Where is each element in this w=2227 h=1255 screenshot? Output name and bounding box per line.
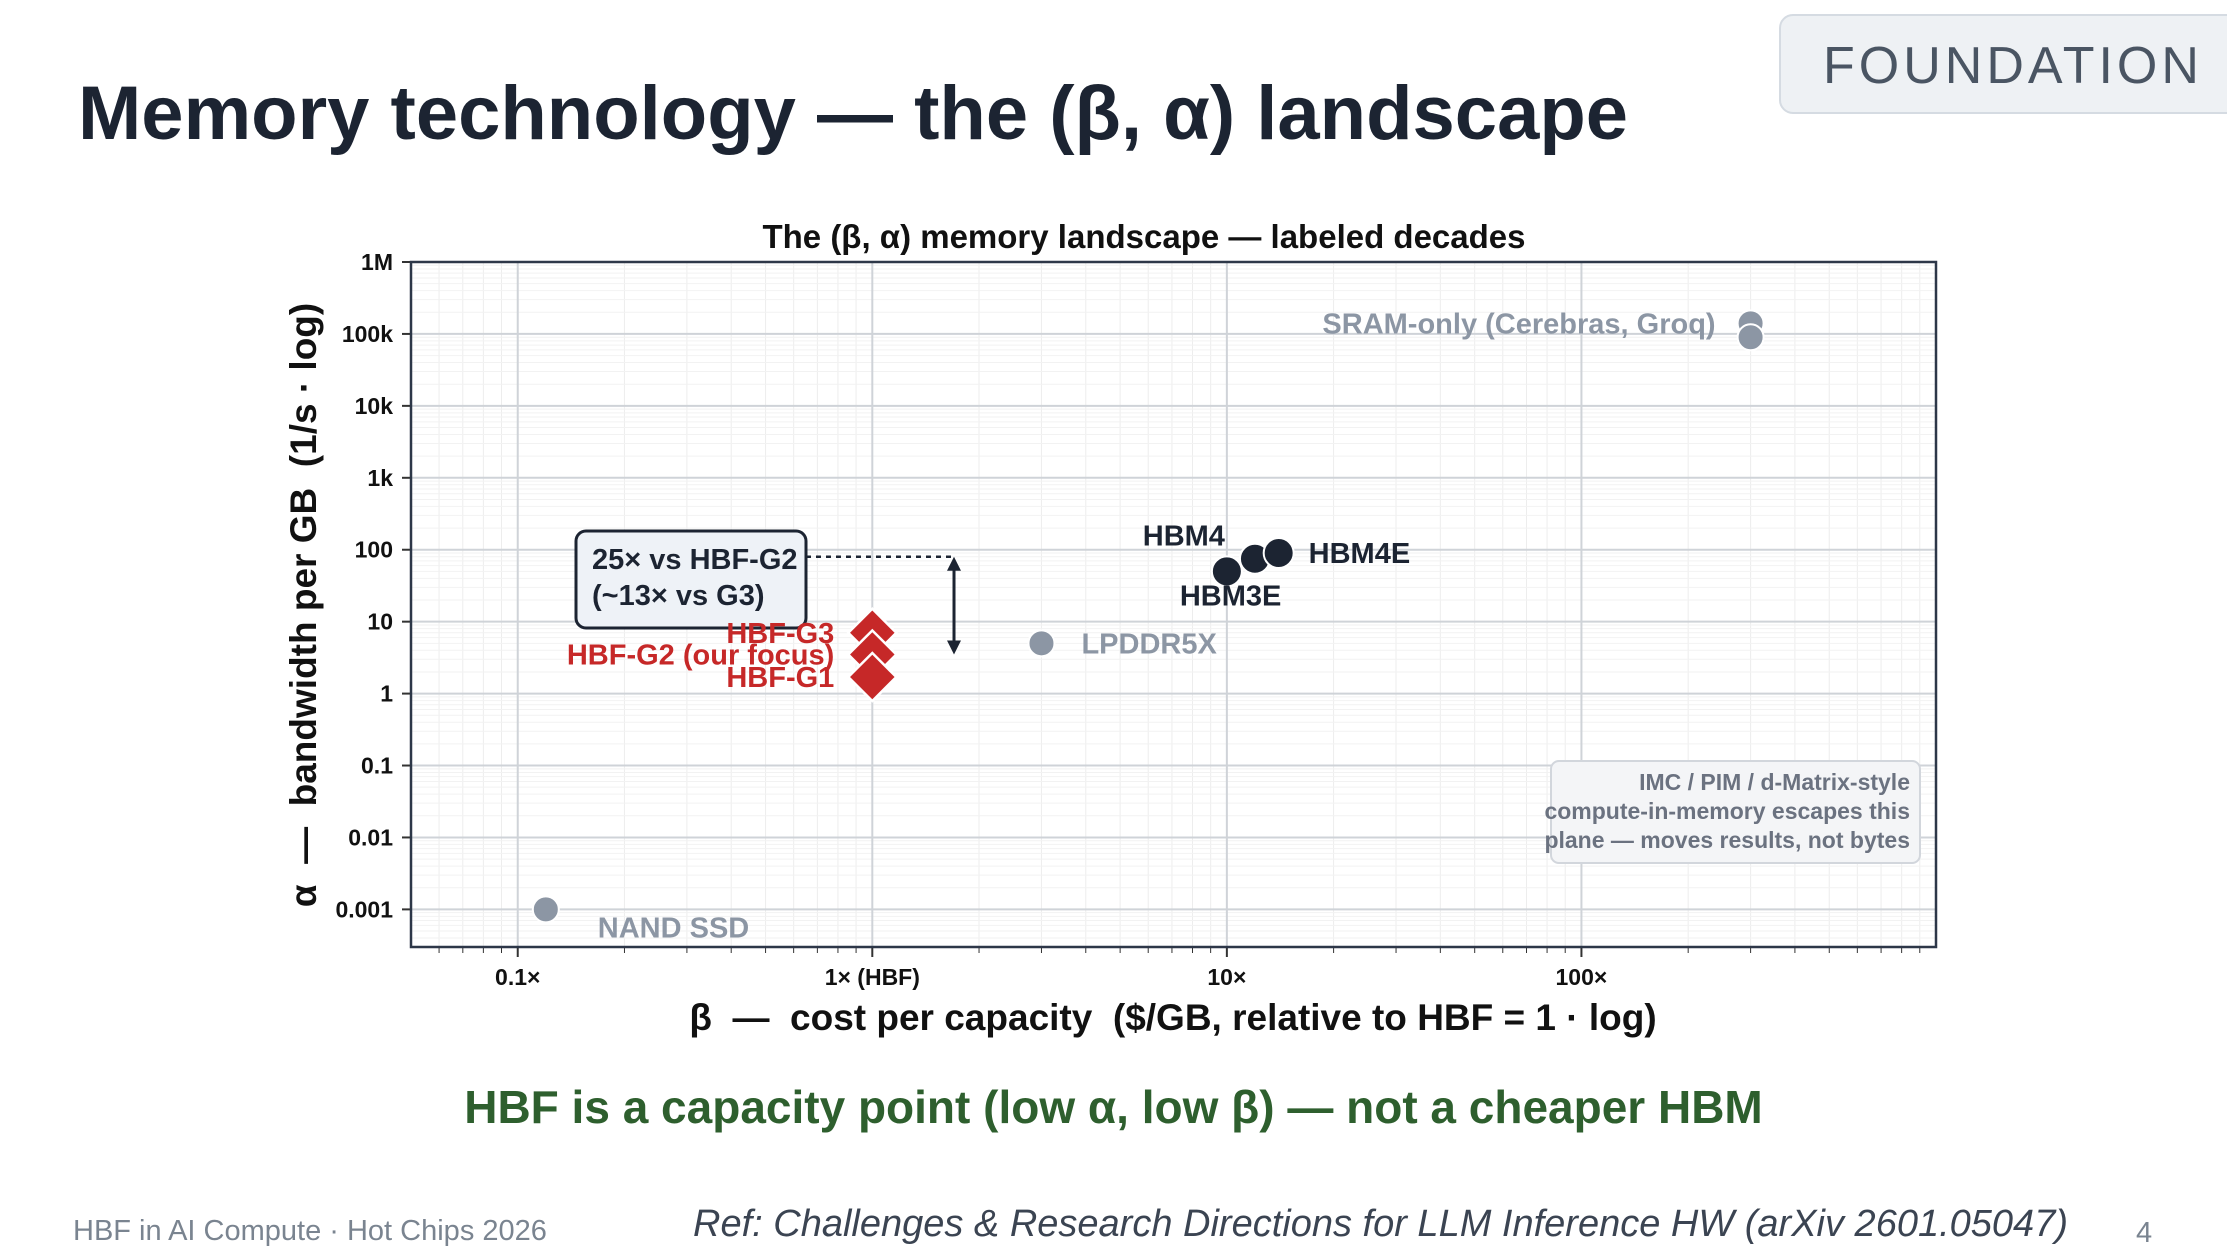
y-tick-label: 1M (361, 249, 393, 275)
x-tick-labels: 0.1× 1× (HBF) 10× 100× (495, 964, 1607, 990)
x-tick-label: 10× (1207, 964, 1246, 990)
y-axis-label: α — bandwidth per GB (1/s · log) (283, 303, 324, 907)
slide-title: Memory technology — the (β, α) landscape (78, 71, 1629, 156)
point-marker-circle (1027, 629, 1056, 658)
y-tick-label: 100k (342, 321, 393, 347)
footer-event: HBF in AI Compute · Hot Chips 2026 (73, 1215, 547, 1247)
y-tick-label: 100 (355, 537, 393, 563)
x-tick-label: 100× (1556, 964, 1608, 990)
callout-text: 25× vs HBF-G2 (592, 544, 798, 576)
plot-frame (409, 260, 1938, 949)
point-label: SRAM-only (Cerebras, Groq) (1322, 308, 1715, 340)
point-marker-circle (1262, 537, 1295, 570)
point-label: HBF-G3 (726, 618, 834, 650)
point-marker-diamond (846, 651, 899, 703)
point-marker-circle (531, 895, 560, 924)
y-tick-label: 10 (367, 609, 393, 635)
cim-note-text: plane — moves results, not bytes (1544, 827, 1910, 853)
y-tick-label: 0.01 (348, 824, 393, 850)
point-label: HBF-G2 (our focus) (567, 639, 834, 671)
takeaway-text: HBF is a capacity point (low α, low β) —… (464, 1081, 1763, 1133)
point-label: HBM4E (1309, 538, 1411, 570)
reference-citation: Ref: Challenges & Research Directions fo… (693, 1203, 2068, 1245)
callout-box (574, 529, 808, 630)
x-tick-label: 0.1× (495, 964, 540, 990)
point-label: HBF-G1 (726, 662, 834, 694)
gap-arrow-head-down (947, 640, 962, 655)
cim-note-box (1550, 760, 1921, 864)
point-labels: SRAM-only (Cerebras, Groq) HBM4 HBM3E HBM4E… (567, 308, 1716, 944)
chart-title: The (β, α) memory landscape — labeled de… (762, 218, 1525, 255)
x-tick-label: 1× (HBF) (825, 964, 920, 990)
annotation-layer: 25× vs HBF-G2 (~13× vs G3) IMC / PIM / d-M… (574, 529, 1921, 864)
x-axis-label: β — cost per capacity ($/GB, relative to… (689, 997, 1656, 1038)
point-label: HBM4 (1143, 521, 1225, 553)
y-tick-label: 10k (355, 393, 394, 419)
y-tick-label: 1k (367, 465, 393, 491)
gap-arrow-head-up (947, 556, 962, 571)
y-tick-label: 0.1 (361, 753, 393, 779)
y-tick-label: 0.001 (335, 896, 393, 922)
callout-text: (~13× vs G3) (592, 580, 765, 612)
cim-note-text: compute-in-memory escapes this (1544, 798, 1910, 824)
point-label: NAND SSD (598, 912, 749, 944)
section-badge: FOUNDATION (1779, 14, 2227, 114)
y-tick-labels: 0.001 0.01 0.1 1 10 100 1k 10k 100k 1M (335, 249, 393, 922)
point-label: LPDDR5X (1081, 628, 1217, 660)
page-number: 4 (2136, 1217, 2153, 1249)
y-tick-label: 1 (380, 681, 393, 707)
cim-note-text: IMC / PIM / d-Matrix-style (1639, 769, 1910, 795)
point-marker-circle (1736, 323, 1765, 352)
point-marker-circle (1210, 555, 1243, 588)
point-label: HBM3E (1180, 580, 1282, 612)
data-points (531, 309, 1765, 924)
